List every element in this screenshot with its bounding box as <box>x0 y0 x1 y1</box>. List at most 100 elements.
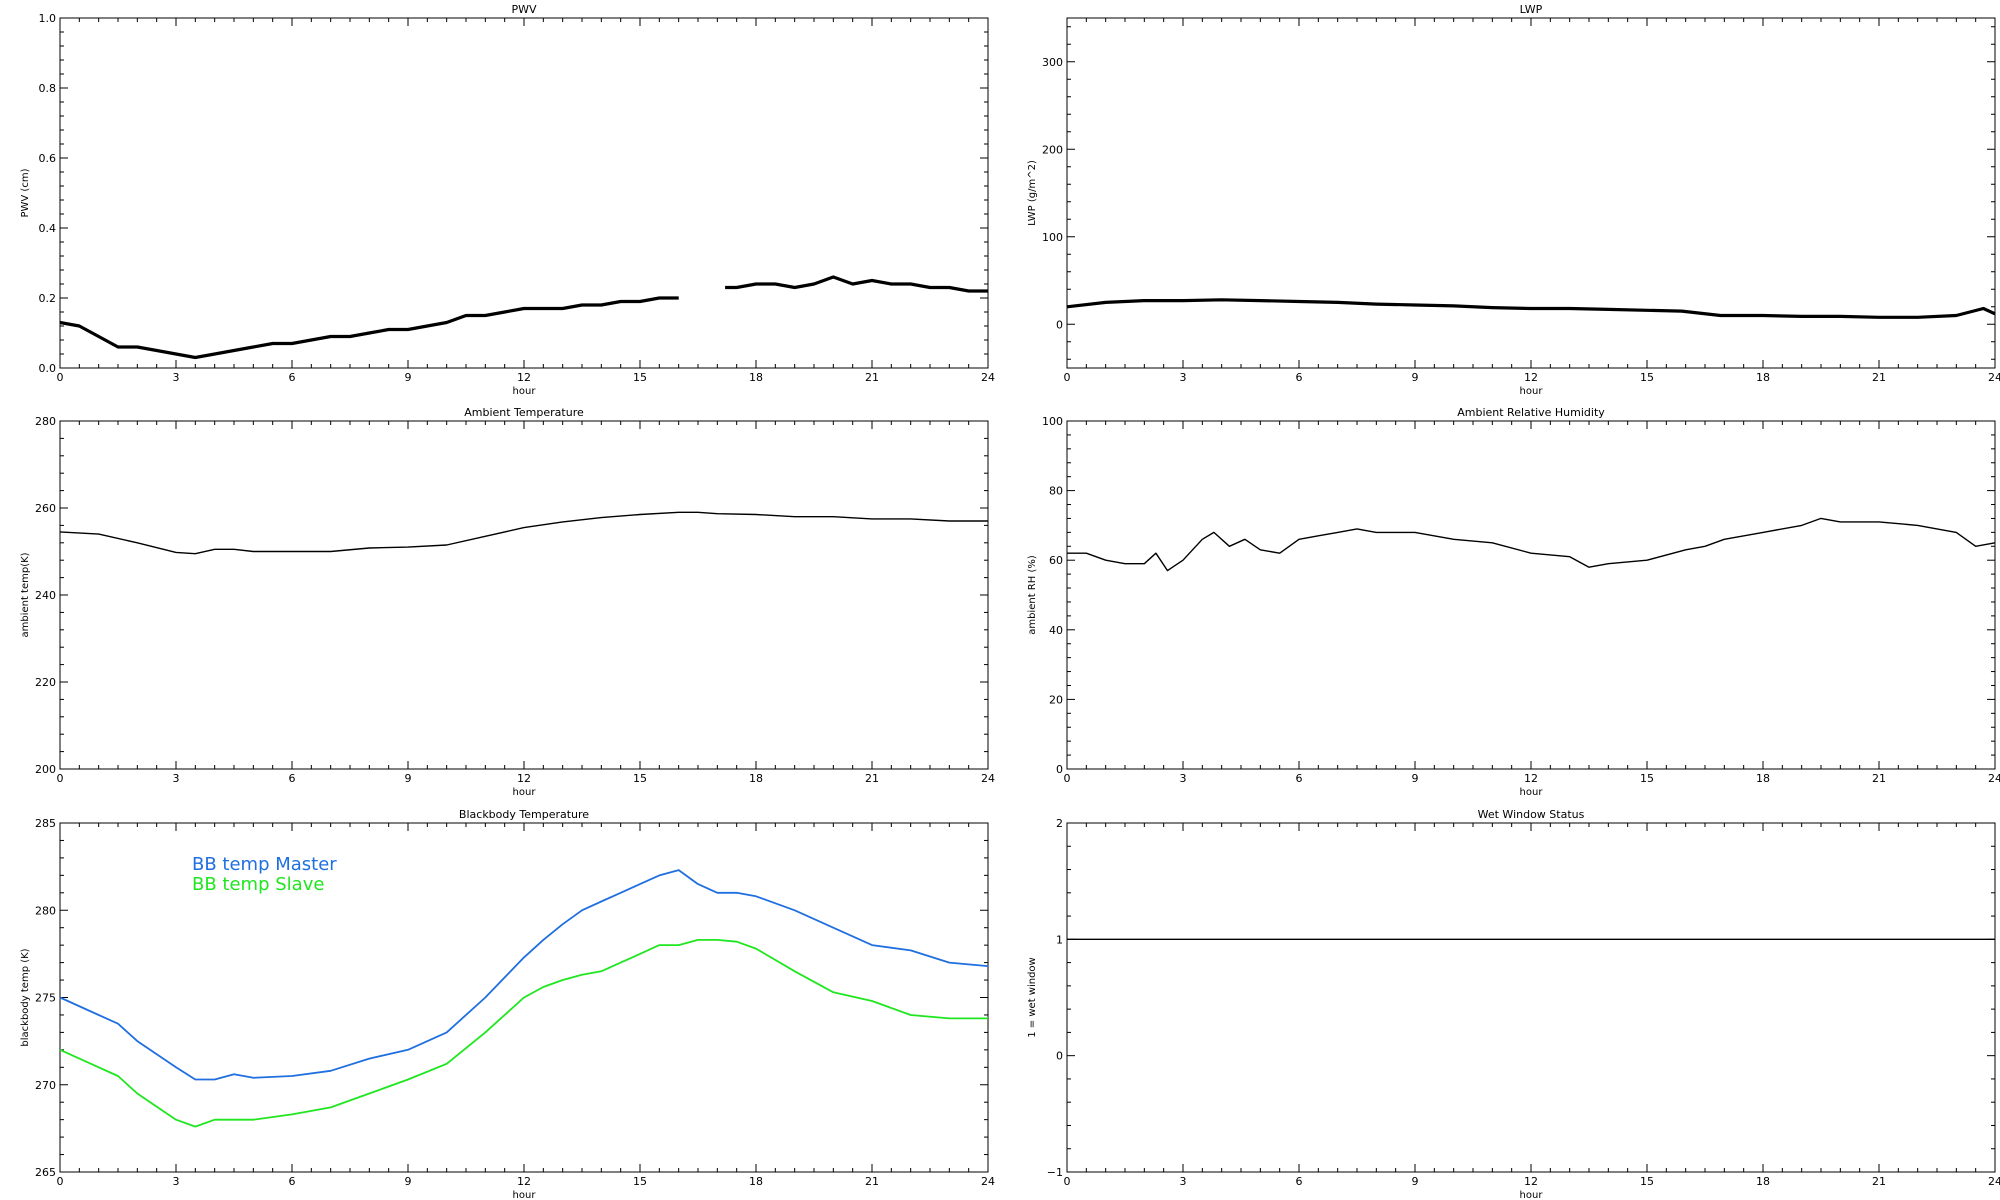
series-line-0 <box>59 511 988 555</box>
x-tick-label: 6 <box>289 371 296 384</box>
y-tick-label: 0 <box>1056 1050 1063 1063</box>
series-line-0 <box>1067 517 1996 572</box>
y-tick-label: 100 <box>1042 231 1063 244</box>
series-line-1 <box>59 939 988 1128</box>
series-line-0 <box>59 296 679 360</box>
x-tick-label: 3 <box>1180 371 1187 384</box>
y-tick-label: 0 <box>1056 763 1063 776</box>
x-tick-label: 3 <box>1180 1175 1187 1188</box>
y-tick-label: 285 <box>35 817 56 830</box>
plot-frame <box>59 17 989 369</box>
x-tick-label: 24 <box>981 371 995 384</box>
x-tick-label: 21 <box>865 1175 879 1188</box>
chart-panel-0: PWV hour PWV (cm) 0 3 6 9 12 15 18 21 24 0.0 0.2 0.4 0.… <box>20 3 995 397</box>
legend-entry-0: BB temp Master <box>192 854 337 875</box>
x-tick-label: 21 <box>865 772 879 785</box>
chart-panel-4: Blackbody Temperature hour blackbody temp … <box>20 808 995 1200</box>
chart-panel-3: Ambient Relative Humidity hour ambient RH … <box>1027 406 2000 798</box>
x-tick-label: 18 <box>749 772 763 785</box>
x-tick-label: 3 <box>173 772 180 785</box>
x-tick-label: 18 <box>749 1175 763 1188</box>
x-tick-label: 15 <box>1640 1175 1654 1188</box>
y-tick-label: 240 <box>35 589 56 602</box>
x-tick-label: 15 <box>1640 772 1654 785</box>
y-tick-label: 280 <box>35 904 56 917</box>
y-tick-label: 0.4 <box>39 222 57 235</box>
x-axis-label: hour <box>1520 787 1544 798</box>
y-tick-label: 270 <box>35 1079 56 1092</box>
plot-frame <box>1066 420 1996 770</box>
x-tick-label: 24 <box>1988 1175 2000 1188</box>
y-tick-label: 220 <box>35 676 56 689</box>
chart-panel-1: LWP hour LWP (g/m^2) 0 3 6 9 12 15 18 21 24 0 100 200 3… <box>1027 3 2000 397</box>
y-tick-label: 100 <box>1042 415 1063 428</box>
x-tick-label: 18 <box>1756 772 1770 785</box>
chart-title: LWP <box>1520 3 1543 16</box>
y-tick-label: 275 <box>35 992 56 1005</box>
x-tick-label: 6 <box>1296 371 1303 384</box>
x-tick-label: 12 <box>517 772 531 785</box>
legend-entry-1: BB temp Slave <box>192 874 324 895</box>
series-line-0 <box>59 869 989 1081</box>
x-tick-label: 21 <box>1872 371 1886 384</box>
y-tick-label: 2 <box>1056 817 1063 830</box>
y-tick-label: 1 <box>1056 933 1063 946</box>
y-axis-label: ambient temp(K) <box>20 552 31 637</box>
x-tick-label: 6 <box>289 772 296 785</box>
x-tick-label: 0 <box>1064 371 1071 384</box>
chart-panel-2: Ambient Temperature hour ambient temp(K) 0 3… <box>20 406 995 798</box>
chart-title: PWV <box>511 3 537 16</box>
x-tick-label: 15 <box>1640 371 1654 384</box>
x-tick-label: 18 <box>1756 371 1770 384</box>
y-tick-label: 200 <box>35 763 56 776</box>
y-tick-label: 20 <box>1049 693 1063 706</box>
x-tick-label: 15 <box>633 772 647 785</box>
y-tick-label: 1.0 <box>39 12 57 25</box>
x-tick-label: 6 <box>289 1175 296 1188</box>
y-tick-label: 0.8 <box>39 82 57 95</box>
x-tick-label: 3 <box>173 1175 180 1188</box>
x-tick-label: 9 <box>405 772 412 785</box>
x-tick-label: 6 <box>1296 1175 1303 1188</box>
y-axis-label: PWV (cm) <box>20 168 31 217</box>
x-tick-label: 0 <box>1064 1175 1071 1188</box>
x-tick-label: 24 <box>981 772 995 785</box>
chart-title: Ambient Relative Humidity <box>1457 406 1605 419</box>
chart-title: Ambient Temperature <box>464 406 584 419</box>
plot-frame <box>59 420 989 770</box>
y-axis-label: 1 = wet window <box>1027 957 1038 1037</box>
x-tick-label: 9 <box>405 371 412 384</box>
x-tick-label: 15 <box>633 371 647 384</box>
x-tick-label: 6 <box>1296 772 1303 785</box>
x-tick-label: 18 <box>1756 1175 1770 1188</box>
x-tick-label: 9 <box>1412 371 1419 384</box>
x-tick-label: 3 <box>1180 772 1187 785</box>
chart-title: Blackbody Temperature <box>459 808 589 821</box>
y-tick-label: −1 <box>1047 1166 1063 1179</box>
x-tick-label: 24 <box>1988 772 2000 785</box>
x-tick-label: 3 <box>173 371 180 384</box>
x-axis-label: hour <box>513 386 537 397</box>
x-tick-label: 12 <box>1524 1175 1538 1188</box>
y-tick-label: 60 <box>1049 554 1063 567</box>
y-axis-label: LWP (g/m^2) <box>1027 160 1038 226</box>
chart-panel-5: Wet Window Status hour 1 = wet window 0 3 6 9 1… <box>1027 808 2000 1200</box>
y-tick-label: 0 <box>1056 318 1063 331</box>
y-tick-label: 80 <box>1049 485 1063 498</box>
y-tick-label: 265 <box>35 1166 56 1179</box>
y-tick-label: 0.2 <box>39 292 57 305</box>
chart-title: Wet Window Status <box>1478 808 1585 821</box>
y-axis-label: ambient RH (%) <box>1027 555 1038 635</box>
x-tick-label: 21 <box>1872 1175 1886 1188</box>
x-tick-label: 15 <box>633 1175 647 1188</box>
x-tick-label: 0 <box>57 772 64 785</box>
x-tick-label: 0 <box>1064 772 1071 785</box>
x-tick-label: 0 <box>57 1175 64 1188</box>
series-line-0 <box>1066 298 1996 319</box>
x-tick-label: 12 <box>1524 371 1538 384</box>
x-tick-label: 24 <box>981 1175 995 1188</box>
x-tick-label: 12 <box>517 1175 531 1188</box>
y-tick-label: 40 <box>1049 624 1063 637</box>
x-tick-label: 12 <box>517 371 531 384</box>
